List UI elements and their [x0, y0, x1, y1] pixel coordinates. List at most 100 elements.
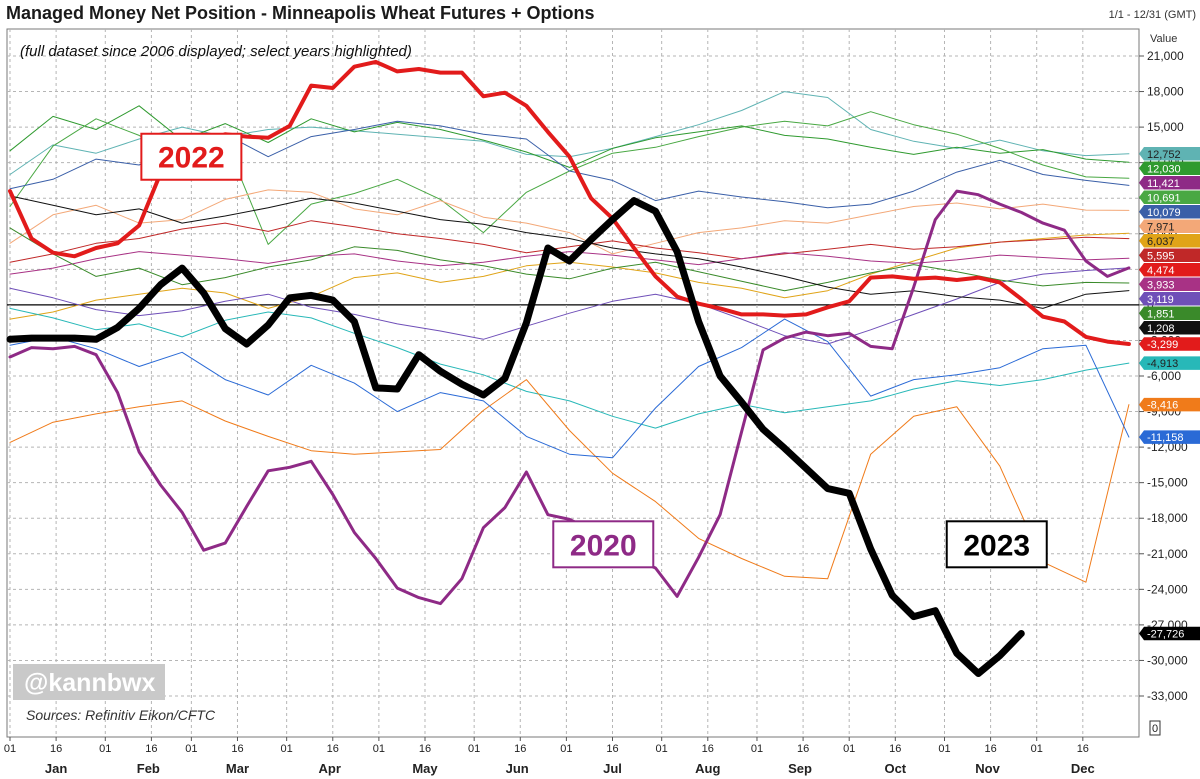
annotation-box [552, 520, 655, 569]
month-label: Sep [788, 761, 812, 776]
x-tick-label: 16 [419, 743, 431, 755]
value-tag-label: 1,208 [1147, 323, 1175, 335]
annotation-2023: 2023 [945, 520, 1048, 569]
value-tag-label: 6,037 [1147, 236, 1175, 248]
x-tick-label: 16 [327, 743, 339, 755]
x-tick-label: 16 [231, 743, 243, 755]
x-tick-label: 16 [50, 743, 62, 755]
chart-subtitle: (full dataset since 2006 displayed; sele… [20, 43, 412, 60]
value-tag-box [1139, 430, 1200, 444]
series-line [9, 189, 1130, 255]
value-tag-box [1139, 248, 1200, 263]
month-label: Jan [45, 761, 67, 776]
month-label: May [412, 761, 438, 776]
value-tag-label: 10,079 [1147, 207, 1181, 219]
value-tag-box [1139, 292, 1200, 306]
x-tick-label: 01 [843, 743, 855, 755]
x-tick-label: 16 [514, 743, 526, 755]
series-line-2020 [8, 189, 1131, 606]
value-tag-box [1139, 263, 1200, 277]
series-line [9, 318, 1130, 459]
y-tick-label: 15,000 [1147, 120, 1184, 134]
y-tick-label: -33,000 [1147, 689, 1188, 703]
value-tag-label: 11,421 [1147, 178, 1180, 190]
value-tag-box [1139, 147, 1200, 161]
x-tick-label: 01 [99, 743, 111, 755]
bottom-axis-tag-box [1149, 720, 1161, 736]
x-axis: 01 16 01 16 01 16 01 16 01 16 01 16 01 16 01 16 01 16 01 16… [4, 737, 1095, 776]
y-tick-label: -6,000 [1147, 369, 1181, 383]
series-line [9, 195, 1130, 309]
annotation-2022: 2022 [140, 132, 243, 181]
month-label: Apr [318, 761, 340, 776]
value-tag-box [1139, 356, 1200, 370]
x-tick-label: 16 [606, 743, 618, 755]
value-tags: 12,752 12,030 11,421 10,691 10,079 7,971 6,037… [1139, 147, 1200, 736]
month-label: Mar [226, 761, 249, 776]
value-tag-box [1139, 626, 1200, 641]
x-tick-label: 01 [4, 743, 16, 755]
month-label: Nov [975, 761, 1000, 776]
value-tag-box [1139, 234, 1200, 248]
value-tag-label: 4,474 [1147, 265, 1175, 277]
x-tick-label: 01 [281, 743, 293, 755]
x-tick-label: 01 [185, 743, 197, 755]
y-tick-label: -30,000 [1147, 653, 1188, 667]
value-tag-box [1139, 176, 1200, 190]
value-tag-box [1139, 397, 1200, 412]
source-note: Sources: Refinitiv Eikon/CFTC [26, 707, 216, 723]
bottom-axis-tag-label: 0 [1152, 723, 1158, 735]
x-tick-label: 01 [560, 743, 572, 755]
date-range-label: 1/1 - 12/31 (GMT) [1109, 9, 1196, 21]
month-label: Jul [603, 761, 622, 776]
x-tick-label: 16 [1077, 743, 1089, 755]
y-tick-label: -18,000 [1147, 511, 1188, 525]
y-tick-label: -15,000 [1147, 476, 1188, 490]
x-tick-label: 01 [373, 743, 385, 755]
y-tick-label: 21,000 [1147, 49, 1184, 63]
series-line [9, 220, 1130, 263]
y-tick-label: 18,000 [1147, 85, 1184, 99]
grid-lines [7, 29, 1139, 737]
value-tag-box [1139, 306, 1200, 321]
value-tag-label: -8,416 [1147, 400, 1178, 412]
value-tag-box [1139, 219, 1200, 234]
value-tag-label: 1,851 [1147, 308, 1175, 320]
month-label: Aug [695, 761, 720, 776]
value-tag-label: 12,030 [1147, 163, 1181, 175]
month-label: Feb [137, 761, 160, 776]
x-tick-label: 01 [751, 743, 763, 755]
x-tick-label: 16 [889, 743, 901, 755]
x-tick-label: 16 [984, 743, 996, 755]
value-tag-box [1139, 337, 1200, 351]
month-label: Dec [1071, 761, 1095, 776]
value-tag-label: -27,726 [1147, 628, 1184, 640]
x-tick-label: 01 [468, 743, 480, 755]
value-tag-box [1139, 161, 1200, 176]
x-tick-label: 01 [656, 743, 668, 755]
annotation-text: 2022 [158, 142, 225, 175]
value-tag-label: 12,752 [1147, 149, 1181, 161]
chart-title: Managed Money Net Position - Minneapolis… [6, 3, 595, 23]
watermark-box [13, 664, 165, 700]
series-line [9, 307, 1130, 429]
y-tick-label: -24,000 [1147, 582, 1188, 596]
x-tick-label: 01 [938, 743, 950, 755]
x-tick-label: 01 [1031, 743, 1043, 755]
value-tag-label: 5,595 [1147, 250, 1175, 262]
annotation-text: 2023 [963, 529, 1030, 562]
year-annotations: 2022 2020 2023 [140, 132, 1048, 569]
watermark-handle: @kannbwx [24, 669, 155, 697]
series-line [9, 251, 1130, 275]
series-line [9, 379, 1130, 583]
value-tag-label: 3,119 [1147, 294, 1174, 306]
value-tag-label: 3,933 [1147, 279, 1175, 291]
value-tag-box [1139, 205, 1200, 219]
month-label: Jun [506, 761, 529, 776]
value-tag-label: 7,971 [1147, 221, 1175, 233]
y-tick-label: -21,000 [1147, 547, 1188, 561]
value-tag-label: -4,913 [1147, 358, 1178, 370]
value-tag-box [1139, 321, 1200, 335]
series-line [9, 267, 1130, 345]
